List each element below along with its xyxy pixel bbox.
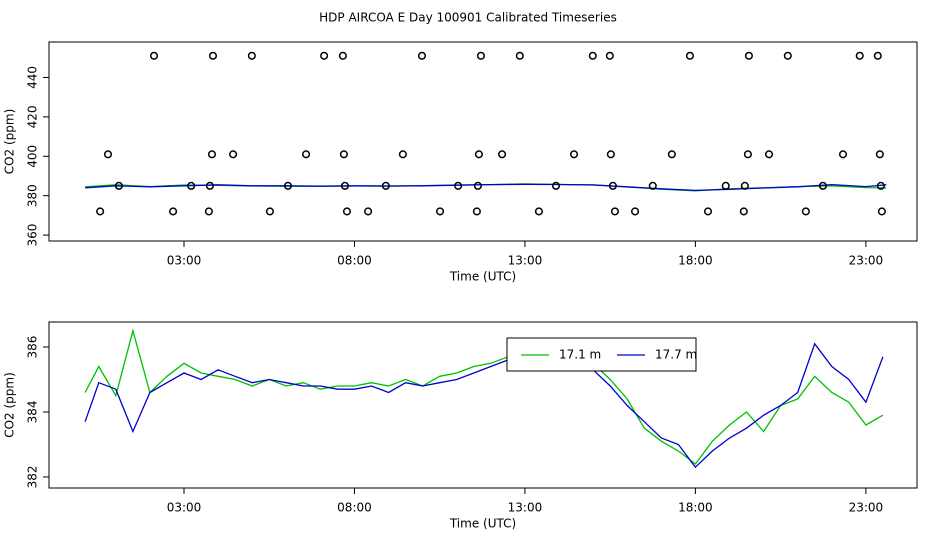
calibration-point bbox=[320, 51, 329, 60]
calibration-point bbox=[205, 181, 214, 190]
calibration-point bbox=[740, 181, 749, 190]
calibration-point bbox=[473, 181, 482, 190]
calibration-point bbox=[818, 181, 827, 190]
calibration-point bbox=[340, 181, 349, 190]
calibration-point bbox=[472, 207, 481, 216]
calibration-point bbox=[454, 181, 463, 190]
calibration-point bbox=[515, 51, 524, 60]
calibration-point bbox=[338, 51, 347, 60]
calibration-point bbox=[474, 150, 483, 159]
calibration-point bbox=[551, 181, 561, 190]
calibration-point bbox=[398, 150, 407, 159]
calibration-point bbox=[875, 150, 884, 159]
x-tick-label: 08:00 bbox=[337, 501, 372, 515]
calibration-point bbox=[283, 181, 293, 190]
x-tick-label: 13:00 bbox=[508, 254, 543, 268]
calibration-point bbox=[783, 51, 792, 60]
calibration-point bbox=[801, 207, 810, 216]
calibration-point bbox=[229, 150, 238, 159]
calibration-point bbox=[877, 207, 886, 216]
calibration-point bbox=[743, 150, 752, 159]
y-tick-label: 400 bbox=[26, 145, 40, 168]
x-tick-label: 03:00 bbox=[167, 501, 202, 515]
calibration-point bbox=[103, 150, 113, 159]
y-tick-label: 386 bbox=[26, 336, 40, 359]
calibration-point bbox=[631, 207, 640, 216]
calibration-point bbox=[381, 181, 390, 190]
x-tick-label: 23:00 bbox=[849, 501, 884, 515]
calibration-point bbox=[435, 207, 445, 216]
y-tick-label: 420 bbox=[26, 105, 40, 128]
calibration-point bbox=[588, 51, 597, 60]
calibration-point bbox=[610, 207, 619, 216]
calibration-point bbox=[764, 150, 774, 159]
calibration-point bbox=[364, 207, 373, 216]
calibration-point bbox=[605, 51, 614, 60]
y-tick-label: 360 bbox=[26, 224, 40, 247]
y-tick-label: 380 bbox=[26, 184, 40, 207]
plot-frame bbox=[48, 41, 918, 242]
calibration-point bbox=[498, 150, 507, 159]
y-tick-label: 384 bbox=[26, 401, 40, 424]
x-tick-label: 18:00 bbox=[678, 254, 713, 268]
chart-title: HDP AIRCOA E Day 100901 Calibrated Times… bbox=[319, 11, 617, 25]
calibration-point bbox=[265, 207, 274, 216]
calibration-point bbox=[302, 150, 311, 159]
calibration-point bbox=[169, 207, 178, 216]
calibration-point bbox=[339, 150, 348, 159]
calibration-point bbox=[606, 150, 615, 159]
series-line bbox=[84, 328, 884, 465]
x-tick-label: 18:00 bbox=[678, 501, 713, 515]
calibration-point bbox=[534, 207, 543, 216]
calibration-point bbox=[207, 150, 217, 159]
series-line bbox=[84, 342, 884, 469]
x-tick-label: 03:00 bbox=[167, 254, 202, 268]
x-axis-label: Time (UTC) bbox=[449, 517, 516, 531]
legend-label: 17.1 m bbox=[559, 348, 601, 362]
calibration-point bbox=[247, 51, 256, 60]
calibration-point bbox=[667, 150, 676, 159]
calibration-point bbox=[342, 207, 352, 216]
plot-frame bbox=[48, 321, 918, 489]
calibration-point bbox=[476, 51, 486, 60]
calibration-point bbox=[703, 207, 713, 216]
calibration-point bbox=[608, 181, 617, 190]
calibration-point bbox=[187, 181, 196, 190]
calibration-point bbox=[838, 150, 848, 159]
x-tick-label: 23:00 bbox=[849, 254, 884, 268]
calibration-point bbox=[569, 150, 579, 159]
calibration-point bbox=[876, 181, 885, 190]
y-axis-label: CO2 (ppm) bbox=[3, 372, 17, 438]
calibration-point bbox=[114, 181, 123, 190]
calibration-point bbox=[149, 51, 159, 60]
calibration-point bbox=[208, 51, 218, 60]
calibration-point bbox=[739, 207, 748, 216]
calibration-point bbox=[873, 51, 882, 60]
calibration-point bbox=[855, 51, 864, 60]
calibration-point bbox=[648, 181, 657, 190]
calibration-point bbox=[96, 207, 105, 216]
x-tick-label: 13:00 bbox=[508, 501, 543, 515]
calibration-point bbox=[721, 181, 730, 190]
x-tick-label: 08:00 bbox=[337, 254, 372, 268]
y-tick-label: 440 bbox=[26, 66, 40, 89]
y-tick-label: 382 bbox=[26, 466, 40, 489]
calibration-point bbox=[685, 51, 694, 60]
series-line bbox=[85, 183, 887, 192]
x-axis-label: Time (UTC) bbox=[449, 270, 516, 284]
calibration-point bbox=[417, 51, 427, 60]
legend-label: 17.7 m bbox=[655, 348, 697, 362]
calibration-point bbox=[204, 207, 213, 216]
y-axis-label: CO2 (ppm) bbox=[3, 109, 17, 175]
calibration-point bbox=[744, 51, 753, 60]
